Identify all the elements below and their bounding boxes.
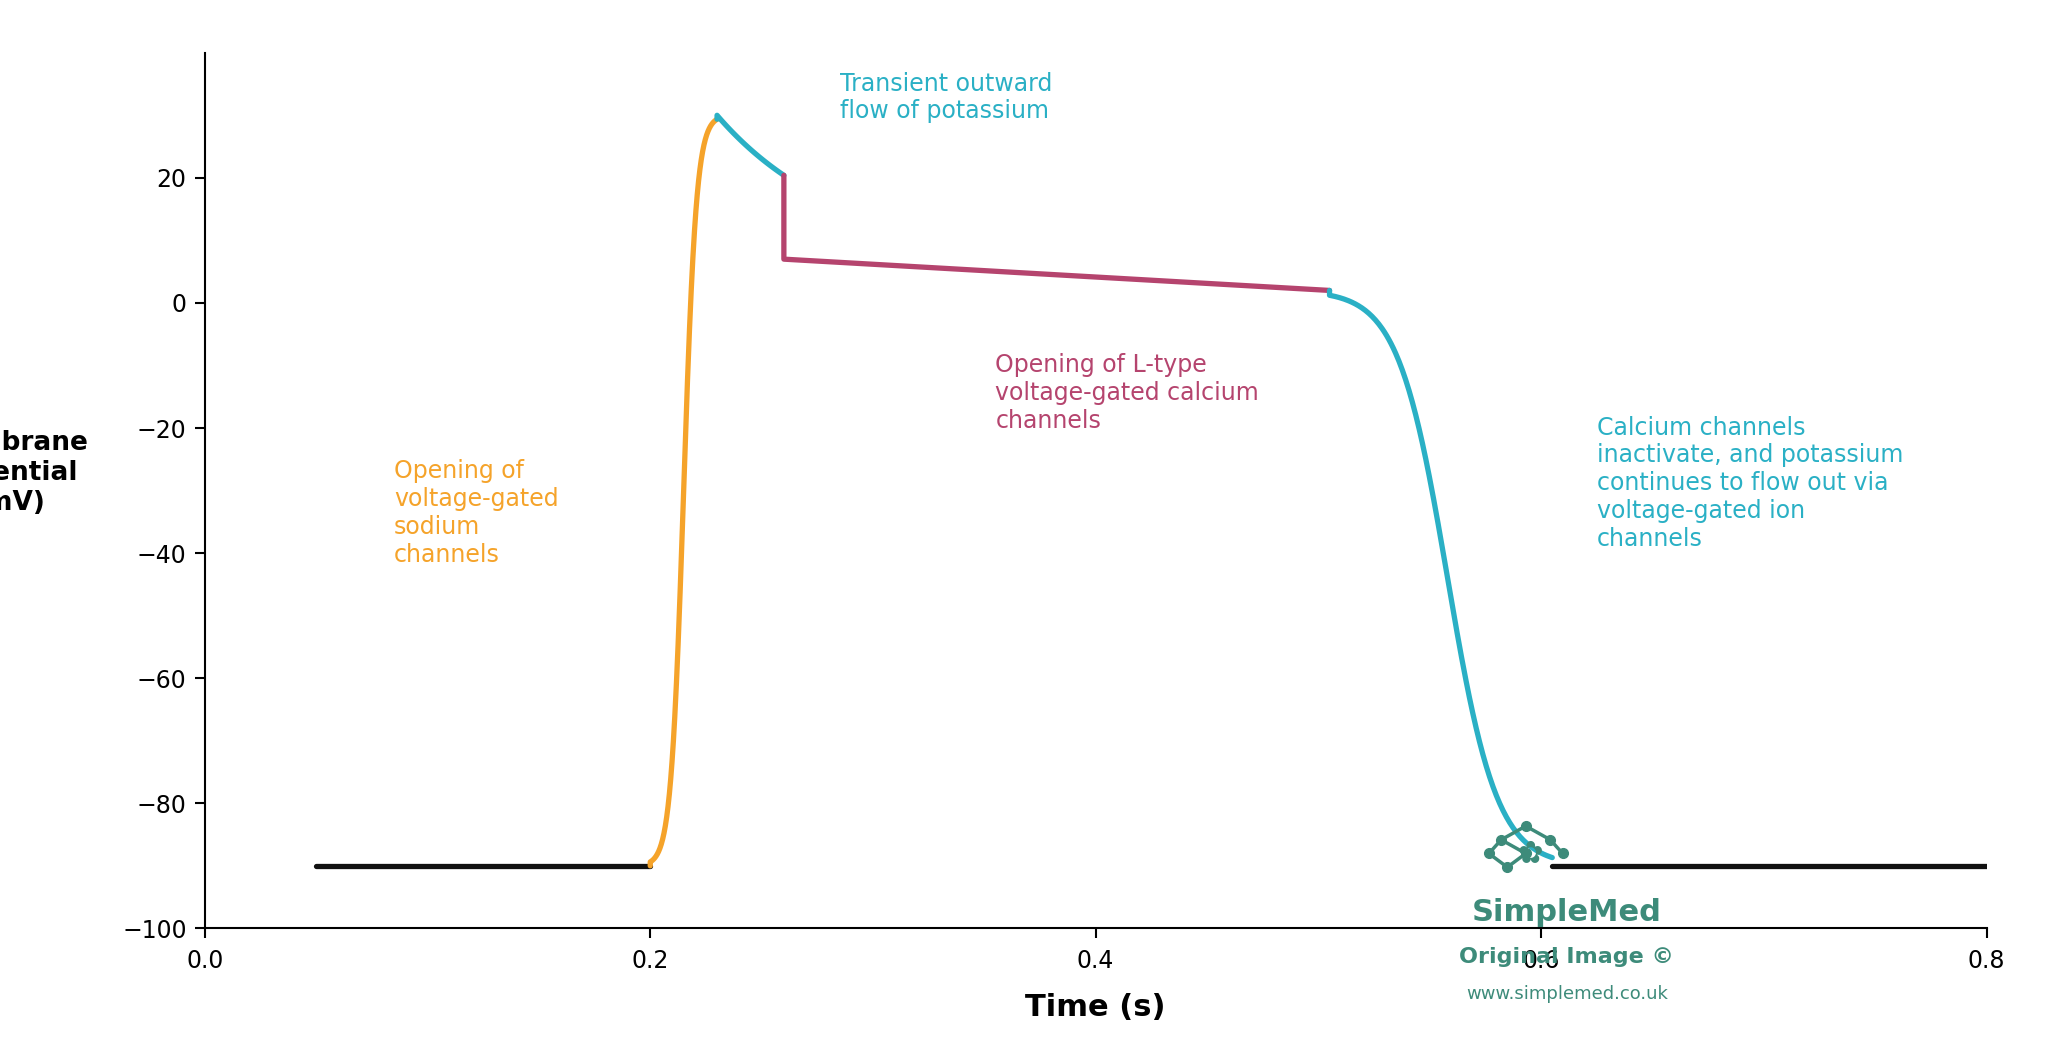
Text: Calcium channels
inactivate, and potassium
continues to flow out via
voltage-gat: Calcium channels inactivate, and potassi… — [1597, 416, 1903, 551]
Text: SimpleMed: SimpleMed — [1473, 898, 1661, 927]
Text: Opening of L-type
voltage-gated calcium
channels: Opening of L-type voltage-gated calcium … — [995, 353, 1260, 433]
Text: Original Image ©: Original Image © — [1460, 947, 1673, 966]
Text: Opening of
voltage-gated
sodium
channels: Opening of voltage-gated sodium channels — [393, 459, 559, 567]
Text: ✿: ✿ — [1518, 840, 1542, 869]
Text: Transient outward
flow of potassium: Transient outward flow of potassium — [840, 72, 1053, 123]
X-axis label: Time (s): Time (s) — [1026, 993, 1165, 1021]
Text: www.simplemed.co.uk: www.simplemed.co.uk — [1466, 984, 1667, 1003]
Y-axis label: Membrane
Potential
(mV): Membrane Potential (mV) — [0, 430, 88, 516]
